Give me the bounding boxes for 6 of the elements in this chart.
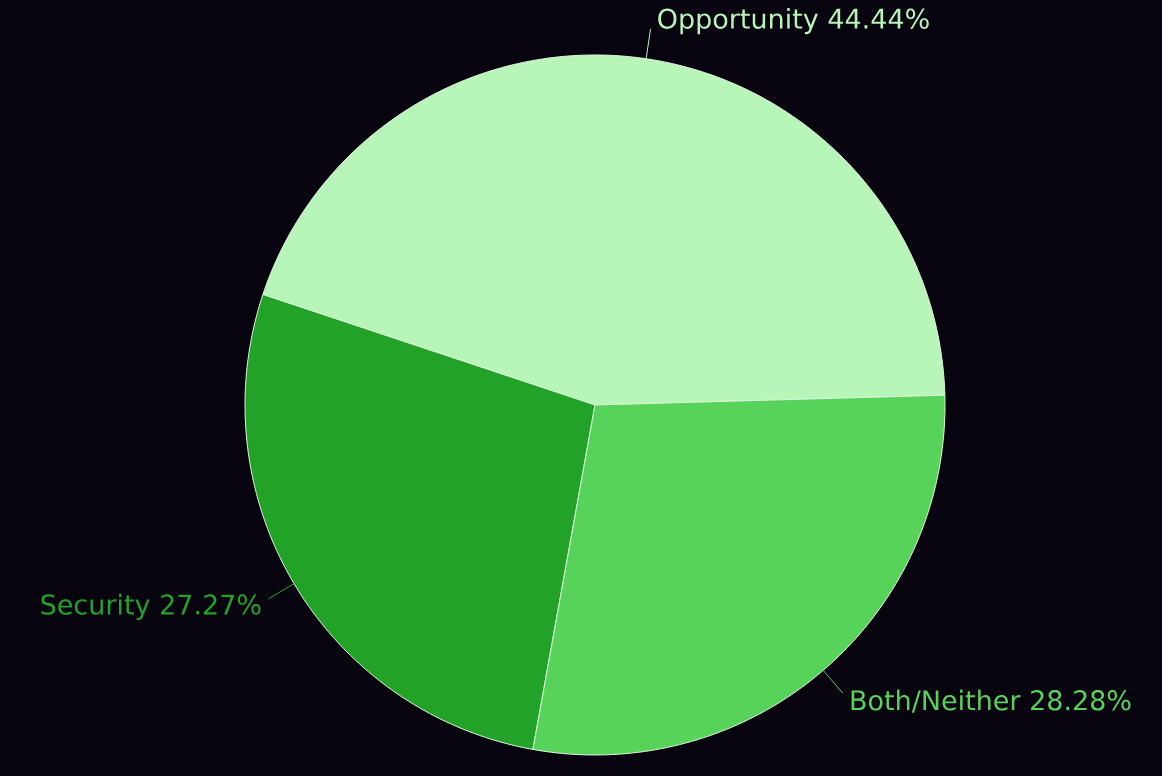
slice-label: Security xyxy=(41,593,150,620)
data-label: 44.44% xyxy=(828,8,929,29)
data-label: 28.28% xyxy=(1031,690,1131,711)
slice-label: Both/Neither xyxy=(851,689,1021,713)
data-label: 27.27% xyxy=(161,594,261,615)
slice-label: Opportunity xyxy=(658,8,818,35)
